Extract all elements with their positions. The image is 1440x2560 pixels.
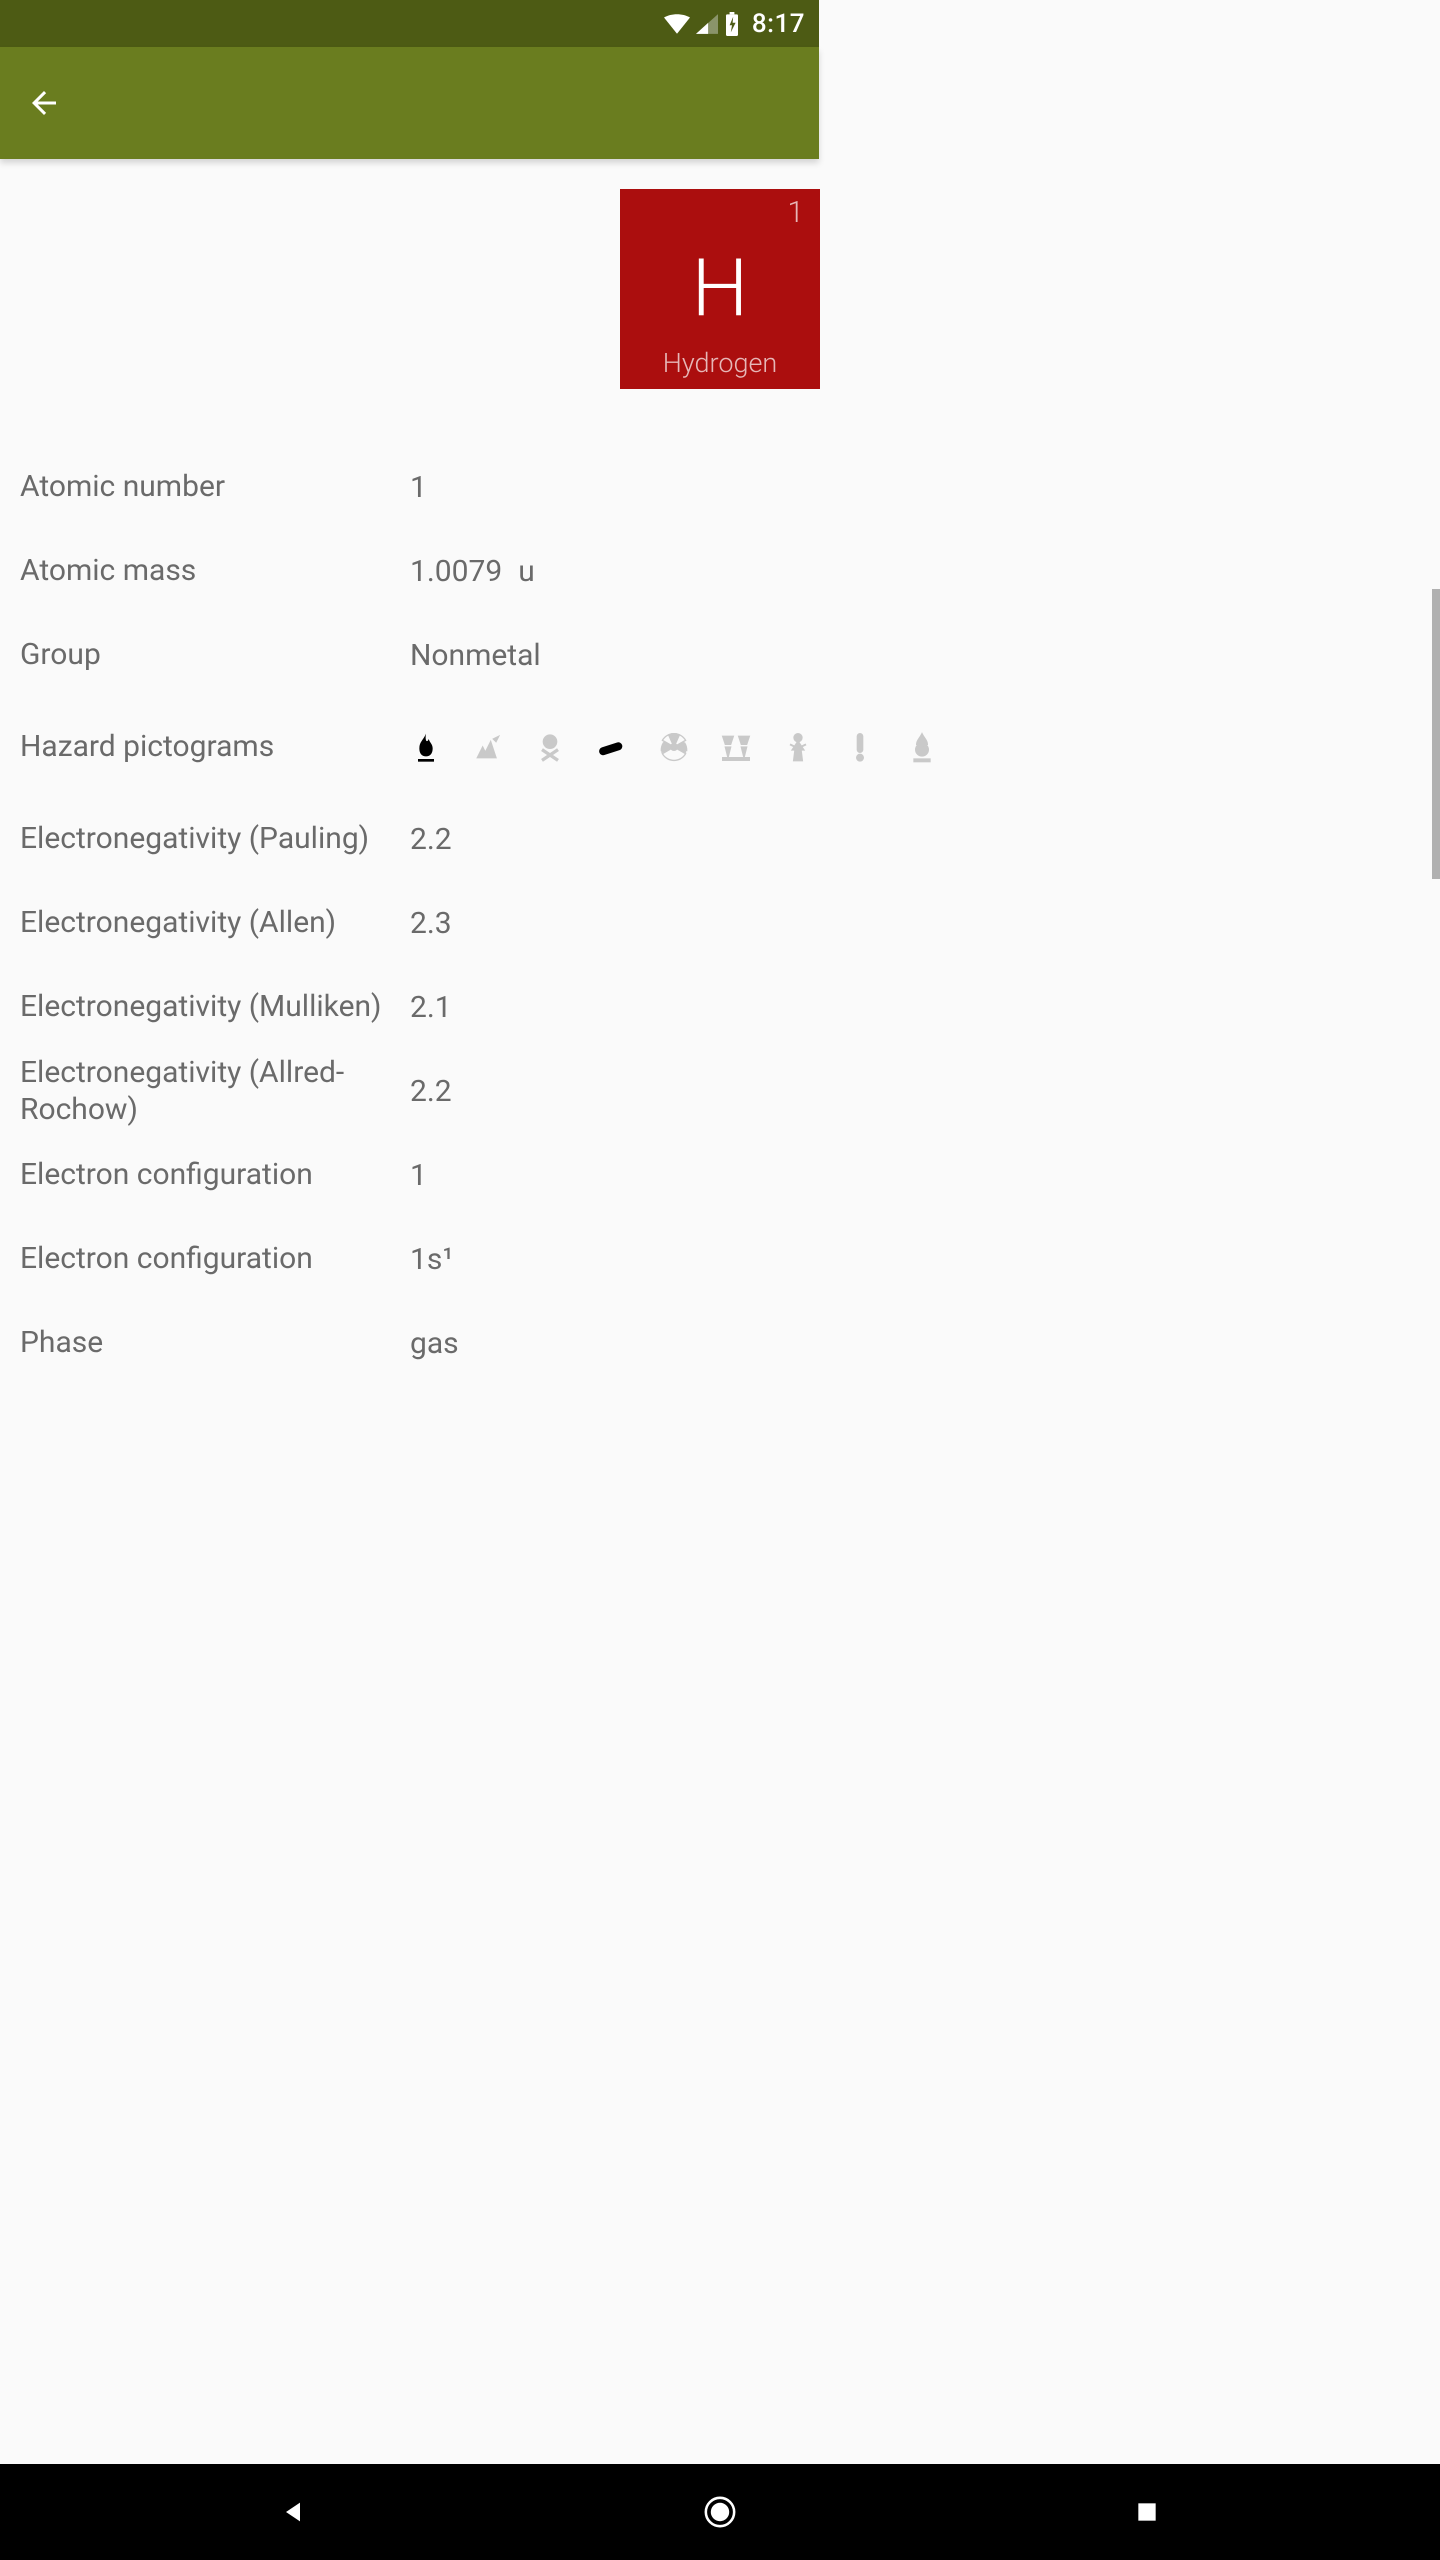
- value-atomic-mass: 1.0079: [410, 554, 502, 589]
- content-area: 1 H Hydrogen Atomic number 1 Atomic mass…: [0, 159, 1440, 2464]
- label-en-allen: Electronegativity (Allen): [20, 904, 410, 942]
- back-button[interactable]: [24, 83, 64, 123]
- corrosive-icon: [720, 731, 752, 763]
- row-group: Group Nonmetal: [20, 613, 1420, 697]
- value-econf2: 1s¹: [410, 1242, 453, 1277]
- status-time: 8:17: [752, 9, 805, 39]
- environment-icon: [472, 731, 504, 763]
- label-group: Group: [20, 636, 410, 674]
- tile-symbol: H: [620, 241, 820, 335]
- app-bar: [0, 47, 819, 159]
- scrollbar-thumb[interactable]: [1432, 589, 1440, 879]
- battery-charging-icon: [724, 12, 740, 36]
- value-en-mulliken: 2.1: [410, 990, 452, 1025]
- label-atomic-mass: Atomic mass: [20, 552, 410, 590]
- value-atomic-number: 1: [410, 470, 427, 505]
- irritant-icon: [844, 731, 876, 763]
- radioactive-icon: [658, 731, 690, 763]
- row-en-allred: Electronegativity (Allred-Rochow) 2.2: [20, 1049, 1420, 1133]
- value-en-allred: 2.2: [410, 1074, 452, 1109]
- value-en-allen: 2.3: [410, 906, 452, 941]
- label-en-allred: Electronegativity (Allred-Rochow): [20, 1054, 410, 1129]
- label-atomic-number: Atomic number: [20, 468, 410, 506]
- tile-name: Hydrogen: [620, 347, 820, 379]
- health-hazard-icon: [782, 731, 814, 763]
- label-econf2: Electron configuration: [20, 1240, 410, 1278]
- oxidizer-icon: [906, 731, 938, 763]
- value-en-pauling: 2.2: [410, 822, 452, 857]
- tile-number: 1: [787, 195, 804, 230]
- navigation-bar: [0, 2464, 1440, 2560]
- label-phase: Phase: [20, 1324, 410, 1362]
- nav-home-button[interactable]: [696, 2488, 744, 2536]
- row-atomic-mass: Atomic mass 1.0079 u: [20, 529, 1420, 613]
- wifi-icon: [664, 14, 690, 34]
- element-tile: 1 H Hydrogen: [620, 189, 820, 389]
- value-group: Nonmetal: [410, 638, 541, 673]
- label-hazard: Hazard pictograms: [20, 728, 410, 766]
- cell-signal-icon: [696, 14, 718, 34]
- value-econf1: 1: [410, 1158, 427, 1193]
- label-en-pauling: Electronegativity (Pauling): [20, 820, 410, 858]
- value-phase: gas: [410, 1326, 459, 1361]
- nav-back-button[interactable]: [269, 2488, 317, 2536]
- row-econf2: Electron configuration 1s¹: [20, 1217, 1420, 1301]
- row-hazard: Hazard pictograms: [20, 697, 1420, 797]
- row-atomic-number: Atomic number 1: [20, 445, 1420, 529]
- flammable-icon: [410, 731, 442, 763]
- row-econf1: Electron configuration 1: [20, 1133, 1420, 1217]
- properties-list: Atomic number 1 Atomic mass 1.0079 u Gro…: [0, 389, 1440, 1385]
- unit-atomic-mass: u: [518, 554, 535, 589]
- nav-recent-button[interactable]: [1123, 2488, 1171, 2536]
- label-econf1: Electron configuration: [20, 1156, 410, 1194]
- row-phase: Phase gas: [20, 1301, 1420, 1385]
- row-en-mulliken: Electronegativity (Mulliken) 2.1: [20, 965, 1420, 1049]
- row-en-pauling: Electronegativity (Pauling) 2.2: [20, 797, 1420, 881]
- gas-cylinder-icon: [596, 731, 628, 763]
- row-en-allen: Electronegativity (Allen) 2.3: [20, 881, 1420, 965]
- status-bar: 8:17: [0, 0, 819, 47]
- toxic-icon: [534, 731, 566, 763]
- hazard-pictograms: [410, 727, 938, 767]
- label-en-mulliken: Electronegativity (Mulliken): [20, 988, 410, 1026]
